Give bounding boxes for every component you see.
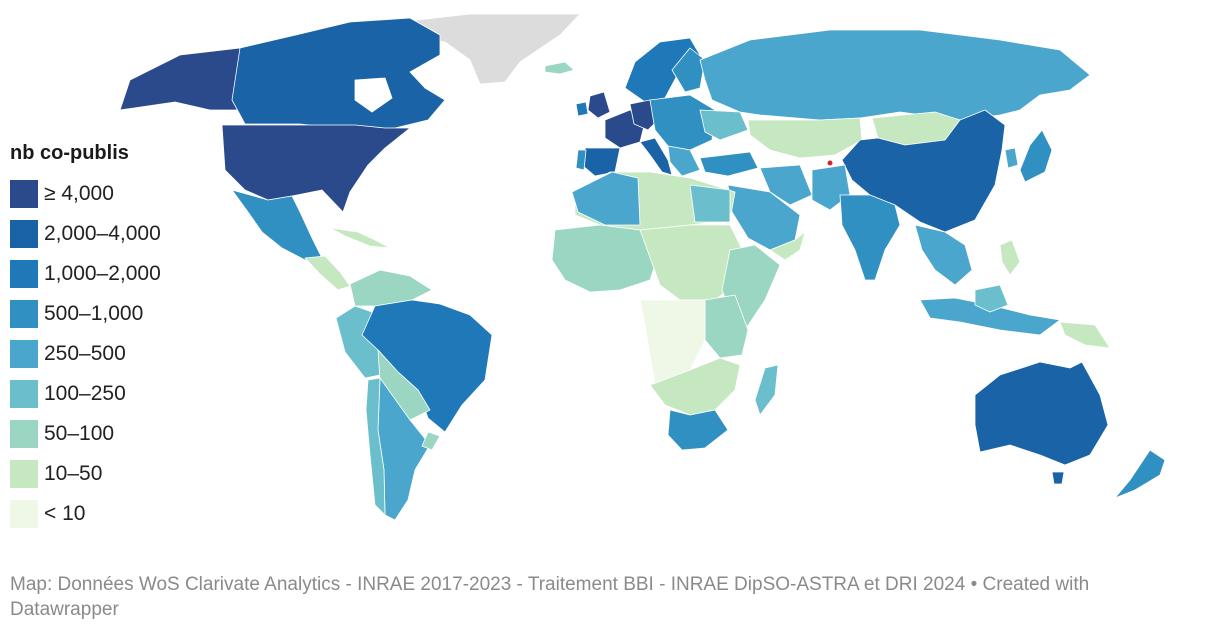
legend-label: 250–500 [44, 342, 126, 365]
region-morocco-algeria[interactable] [571, 171, 641, 226]
region-philippines[interactable] [999, 239, 1021, 276]
region-northern-south-america[interactable] [349, 269, 433, 307]
legend-item: 50–100 [10, 414, 210, 454]
region-india[interactable] [839, 194, 901, 281]
region-egypt[interactable] [689, 184, 731, 223]
legend-label: 100–250 [44, 382, 126, 405]
region-china[interactable] [841, 109, 1006, 233]
legend-label: 10–50 [44, 462, 103, 485]
legend-swatch [10, 500, 38, 528]
legend-item: ≥ 4,000 [10, 174, 210, 214]
region-canada[interactable] [231, 17, 446, 131]
region-uruguay[interactable] [421, 431, 441, 451]
region-central-america[interactable] [304, 255, 351, 291]
legend-item: < 10 [10, 494, 210, 534]
region-madagascar[interactable] [754, 364, 779, 416]
region-alaska[interactable] [119, 47, 246, 111]
region-new-zealand[interactable] [1114, 449, 1166, 499]
region-papua[interactable] [1059, 321, 1111, 349]
legend-label: 50–100 [44, 422, 115, 445]
map-legend: nb co-publis ≥ 4,000 2,000–4,000 1,000–2,0… [10, 142, 210, 534]
region-caribbean[interactable] [329, 227, 391, 249]
legend-item: 10–50 [10, 454, 210, 494]
region-ukraine[interactable] [699, 109, 749, 141]
legend-label: 1,000–2,000 [44, 262, 161, 285]
legend-item: 100–250 [10, 374, 210, 414]
region-australia[interactable] [974, 361, 1109, 466]
legend-swatch [10, 460, 38, 488]
legend-swatch [10, 300, 38, 328]
world-choropleth-map [119, 13, 1166, 526]
region-borneo[interactable] [974, 284, 1009, 313]
legend-swatch [10, 220, 38, 248]
region-korea[interactable] [1004, 147, 1019, 169]
legend-item: 500–1,000 [10, 294, 210, 334]
region-central-asia[interactable] [747, 117, 863, 159]
legend-item: 2,000–4,000 [10, 214, 210, 254]
legend-label: < 10 [44, 502, 86, 525]
region-tasmania[interactable] [1051, 471, 1065, 485]
region-yemen-oman[interactable] [769, 231, 806, 261]
region-southeast-asia[interactable] [914, 224, 973, 286]
region-indonesia[interactable] [919, 297, 1061, 336]
legend-swatch [10, 260, 38, 288]
legend-label: 500–1,000 [44, 302, 144, 325]
region-balkans[interactable] [667, 145, 701, 177]
region-south-africa[interactable] [667, 409, 729, 451]
region-iran[interactable] [759, 164, 813, 206]
water-hudson-bay [354, 77, 393, 113]
legend-label: ≥ 4,000 [44, 182, 114, 205]
region-central-eastern-europe[interactable] [649, 94, 716, 151]
region-portugal[interactable] [575, 149, 587, 171]
legend-swatch [10, 380, 38, 408]
region-iceland[interactable] [544, 61, 575, 75]
region-japan[interactable] [1019, 129, 1053, 183]
region-southern-africa[interactable] [649, 357, 741, 416]
region-finland[interactable] [671, 47, 706, 93]
region-turkey[interactable] [699, 151, 759, 177]
region-russia[interactable] [699, 29, 1091, 121]
legend-swatch [10, 340, 38, 368]
region-usa[interactable] [221, 124, 411, 213]
legend-items: ≥ 4,000 2,000–4,000 1,000–2,000 500–1,000 25… [10, 174, 210, 534]
legend-item: 1,000–2,000 [10, 254, 210, 294]
region-ireland[interactable] [575, 101, 589, 117]
legend-label: 2,000–4,000 [44, 222, 161, 245]
legend-item: 250–500 [10, 334, 210, 374]
region-uk[interactable] [587, 91, 611, 119]
marker-dot [827, 160, 833, 166]
legend-swatch [10, 180, 38, 208]
region-chile[interactable] [365, 377, 396, 526]
legend-swatch [10, 420, 38, 448]
region-west-africa[interactable] [551, 224, 661, 293]
region-mexico[interactable] [231, 189, 323, 261]
legend-title: nb co-publis [10, 142, 129, 164]
source-credit: Map: Données WoS Clarivate Analytics - I… [10, 574, 1090, 620]
